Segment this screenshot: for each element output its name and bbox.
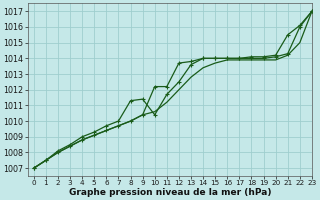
X-axis label: Graphe pression niveau de la mer (hPa): Graphe pression niveau de la mer (hPa) [68,188,271,197]
